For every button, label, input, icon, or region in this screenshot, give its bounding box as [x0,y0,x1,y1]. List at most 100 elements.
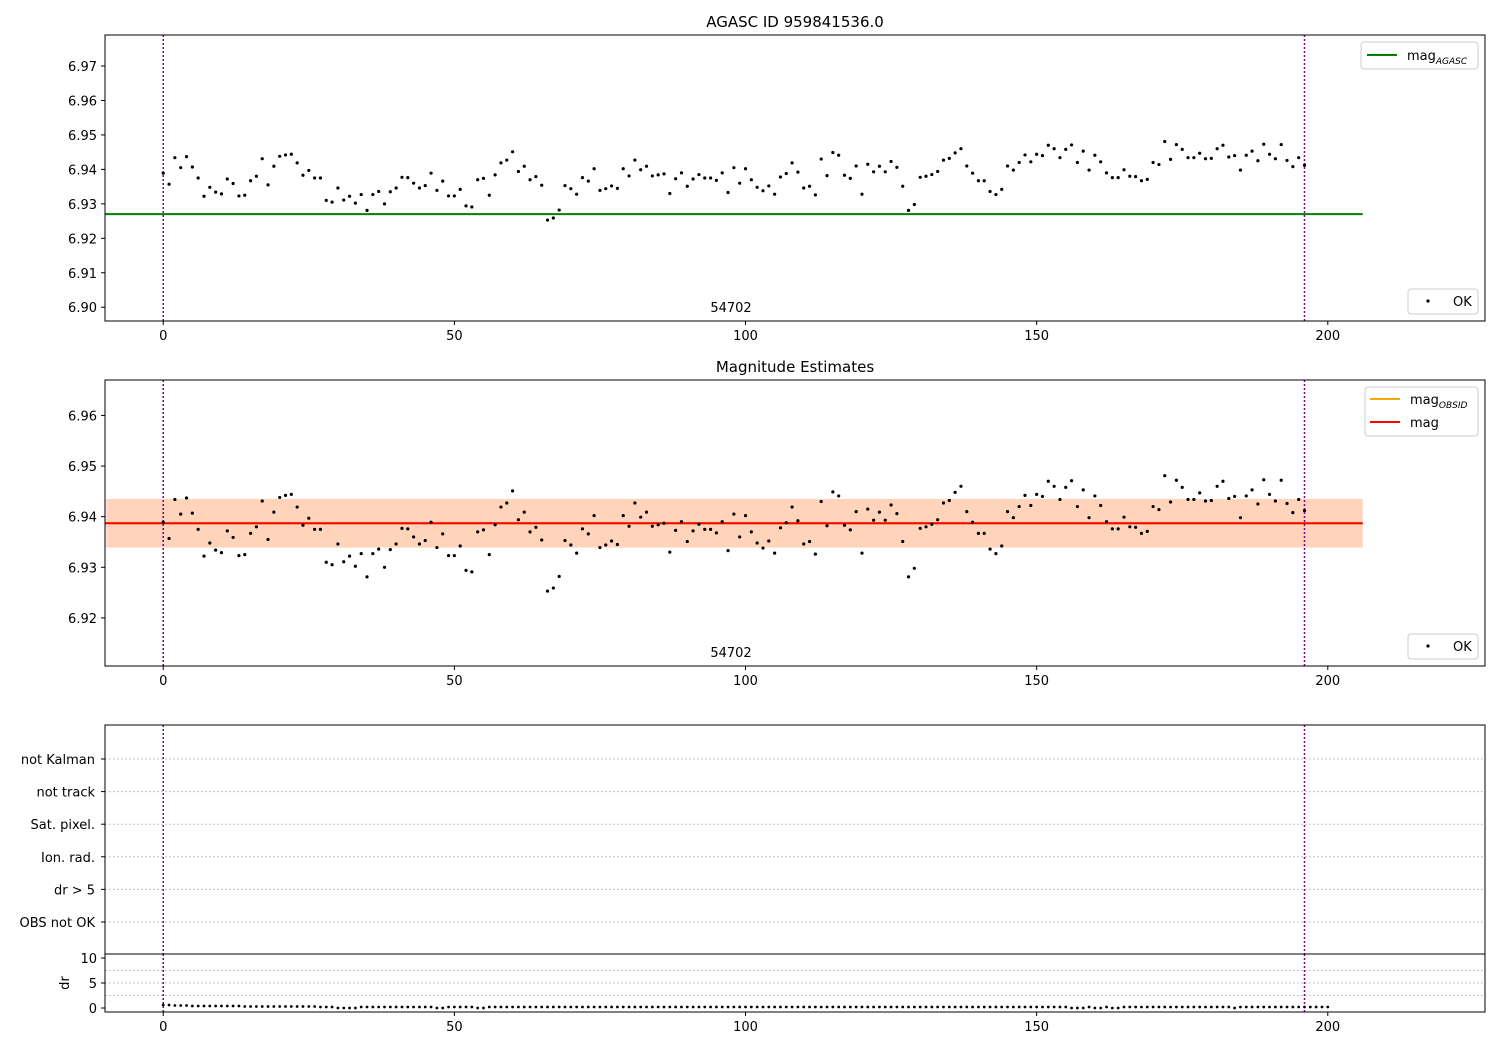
agasc-point [516,169,521,174]
mag-estimate-point [1023,493,1027,498]
dr-point [1017,1005,1021,1009]
mag-estimate-point [586,532,590,536]
flag-label: Ion. rad. [41,851,95,866]
agasc-point [1267,152,1272,156]
dr-point [825,1005,829,1009]
dr-ytick-label: 0 [89,1002,97,1017]
mag-estimates-xtick-label: 100 [733,674,758,689]
agasc-point [1227,155,1231,159]
dr-xtick-label: 50 [446,1020,463,1035]
mag-estimate-point [837,494,841,498]
mag-estimate-point [260,499,264,503]
dr-point [720,1005,724,1009]
agasc-point [481,176,486,180]
mag-estimate-point [289,492,293,496]
agasc-point [1180,147,1184,151]
dr-point [1029,1005,1033,1009]
mag-estimate-point [936,518,940,522]
mag-estimate-point [883,518,887,522]
mag-estimate-point [732,512,736,516]
dr-point [476,1006,480,1010]
dr-point [1198,1005,1202,1009]
agasc-point [406,176,410,180]
dr-point [161,1003,165,1007]
dr-point [1209,1005,1213,1009]
dr-point [784,1005,788,1009]
mag-estimate-point [1250,488,1254,492]
agasc-point [639,168,643,172]
dr-point [947,1005,951,1009]
legend-mag-label: mag [1410,416,1439,431]
agasc-ytick-label: 6.92 [68,232,97,247]
mag-estimates-ytick-label: 6.94 [68,511,97,526]
mag-estimate-point [1267,492,1272,496]
agasc-point [266,183,270,187]
agasc-point [1046,143,1050,147]
agasc-point [231,181,235,186]
agasc-point [377,189,381,194]
dr-point [1186,1005,1190,1009]
mag-estimate-point [1046,479,1050,483]
mag-estimate-point [1203,499,1208,503]
dr-point [971,1005,974,1009]
dr-point [645,1005,648,1009]
mag-estimate-point [481,528,486,532]
agasc-point [1087,168,1091,172]
mag-estimate-point [476,530,480,534]
dr-point [214,1004,218,1008]
agasc-xtick-label: 150 [1024,329,1049,344]
mag-estimate-point [720,520,724,524]
mag-estimate-point [656,523,660,527]
mag-estimate-point [417,542,422,546]
mag-estimate-point [889,503,893,507]
mag-estimate-point [1093,494,1097,498]
agasc-point [906,208,911,212]
mag-estimate-point [807,539,812,544]
mag-estimate-point [1279,478,1283,482]
agasc-point [551,216,555,220]
agasc-point [1302,163,1307,167]
agasc-frame [104,34,1486,322]
mag-estimate-point [994,552,998,556]
mag-estimate-point [767,539,771,543]
mag-estimate-point [1122,515,1126,519]
mag-estimate-point [1058,497,1062,502]
mag-estimate-point [1174,478,1178,482]
agasc-point [749,178,753,182]
dr-point [749,1005,753,1009]
dr-point [295,1005,299,1008]
mag-estimate-point [283,493,288,498]
dr-point [190,1004,194,1008]
agasc-point [761,189,765,193]
mag-estimate-point [866,507,870,511]
dr-point [1046,1005,1050,1009]
mag-estimate-point [1244,494,1248,498]
dr-point [889,1005,893,1009]
dr-point [249,1005,252,1008]
agasc-point [1157,162,1161,167]
mag-estimate-point [714,531,718,535]
dr-xtick-label: 200 [1315,1020,1340,1035]
agasc-point [842,173,847,177]
dr-point [714,1005,718,1009]
mag-estimate-point [342,560,346,564]
mag-estimate-point [976,531,981,535]
agasc-point [307,168,311,173]
agasc-point [545,218,550,222]
agasc-point [662,172,666,176]
dr-point [1157,1005,1161,1009]
agasc-point [1122,168,1126,172]
dr-point [1023,1005,1027,1009]
mag-estimate-point [604,543,608,547]
dr-point [202,1004,206,1008]
dr-xtick-label: 0 [159,1020,167,1035]
agasc-point [953,151,957,155]
mag-estimate-point [970,520,975,524]
agasc-point [365,208,369,212]
dr-point [854,1005,858,1009]
dr-point [540,1005,544,1009]
dr-point [1174,1005,1178,1009]
mag-estimate-point [371,552,375,556]
dr-point [517,1005,520,1009]
